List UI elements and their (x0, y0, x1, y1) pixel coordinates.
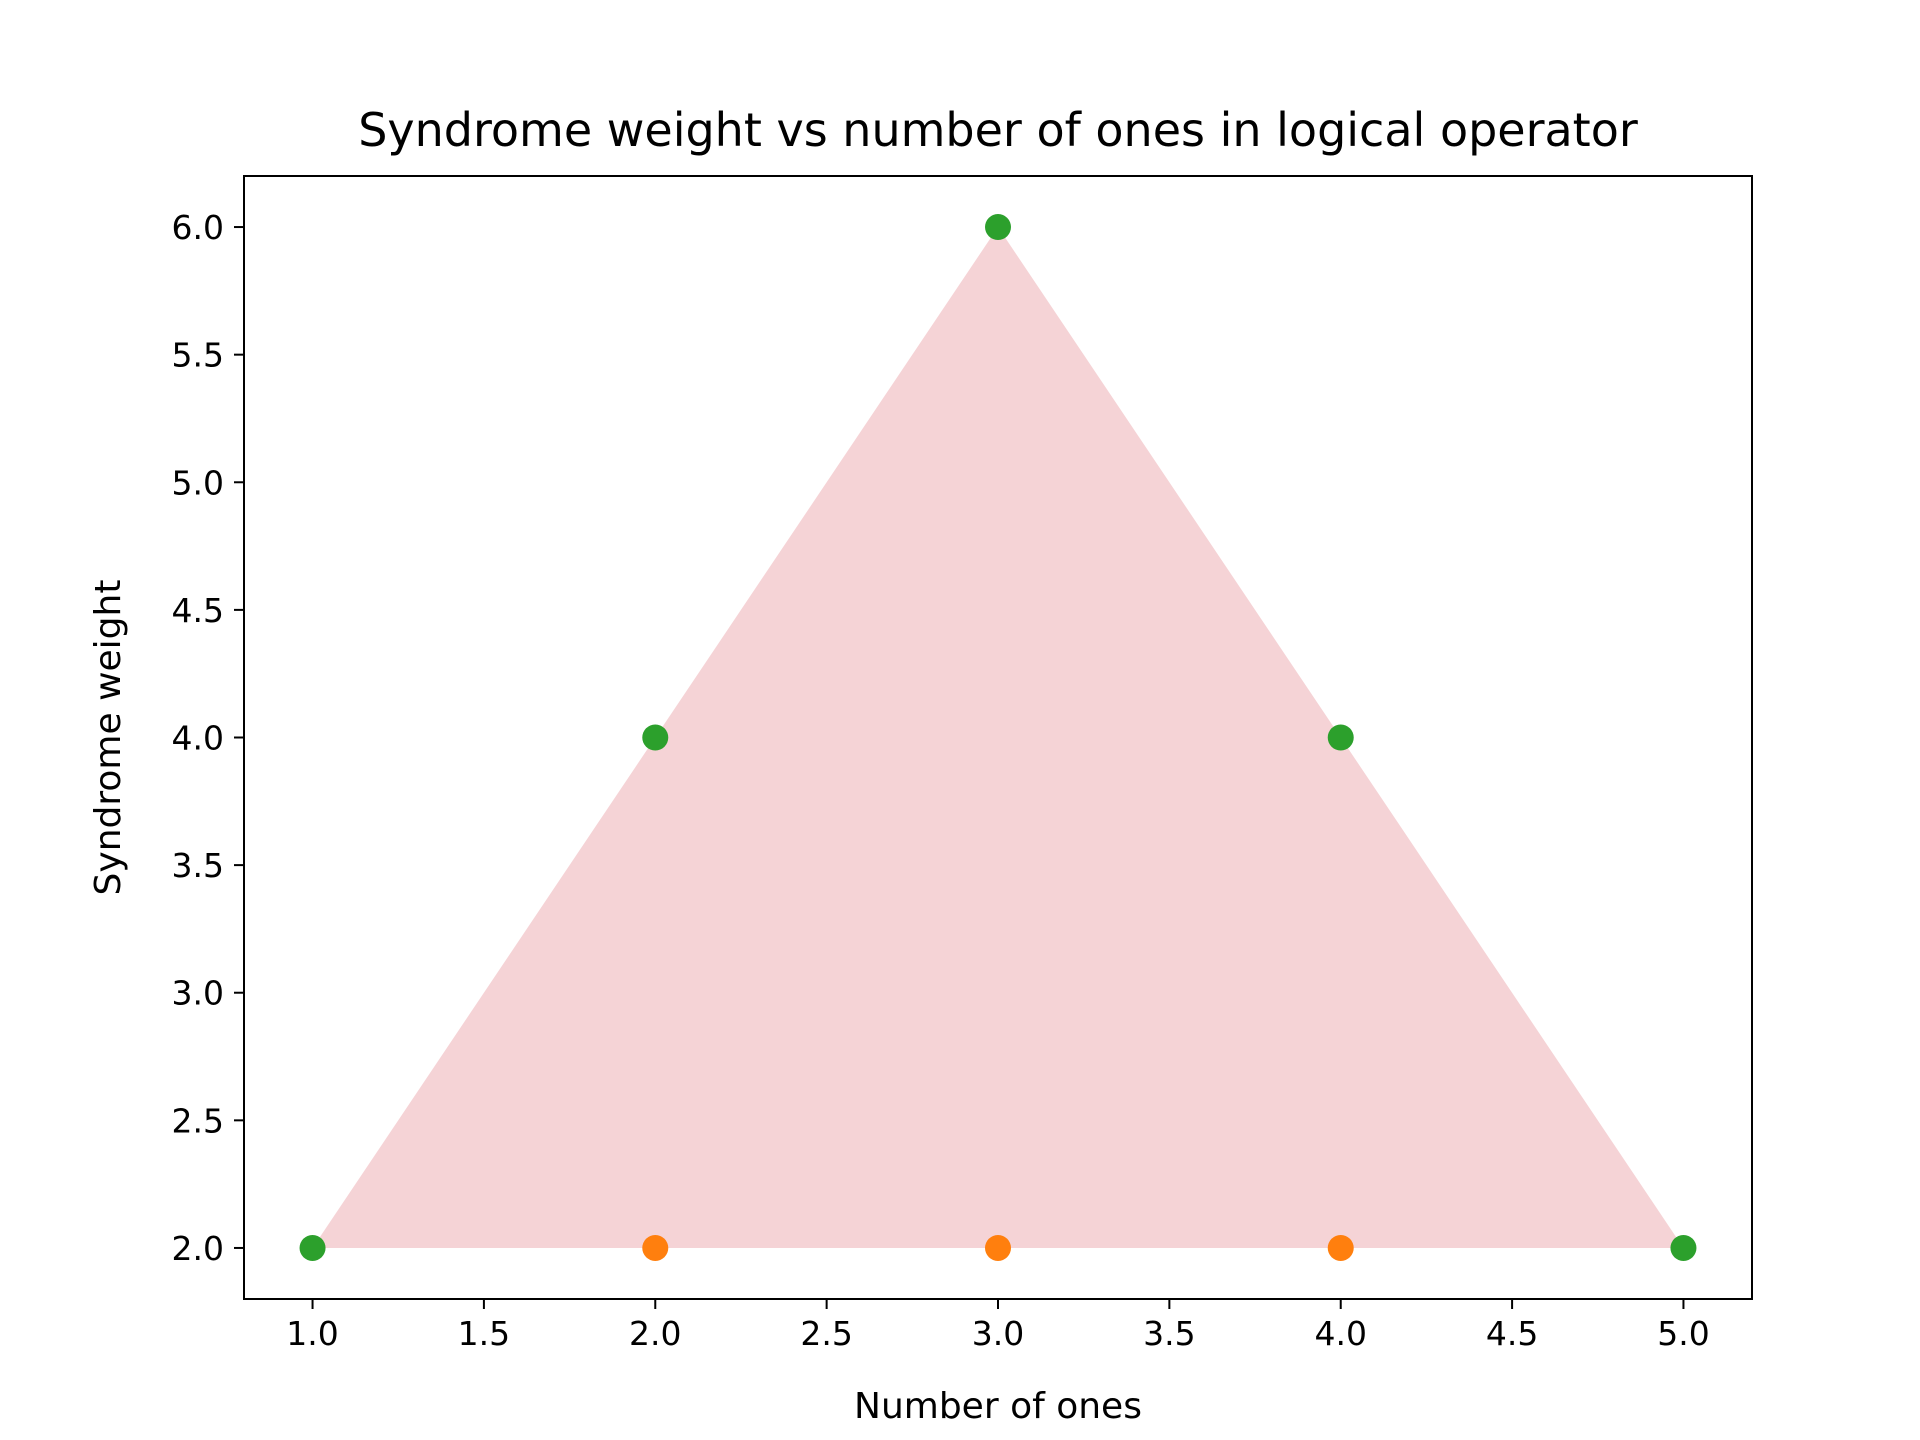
scatter-point-series-2 (1327, 724, 1354, 751)
scatter-point-series-2 (642, 724, 669, 751)
scatter-point-series-2 (1670, 1234, 1697, 1261)
scatter-point-series-1 (642, 1234, 669, 1261)
x-tick-label: 4.5 (1486, 1314, 1538, 1353)
x-tick-label: 3.5 (1143, 1314, 1195, 1353)
chart-title: Syndrome weight vs number of ones in log… (358, 103, 1638, 157)
x-axis-label: Number of ones (854, 1386, 1142, 1427)
x-tick-label: 4.0 (1314, 1314, 1366, 1353)
y-tick-label: 3.0 (172, 974, 224, 1013)
fill-region (312, 227, 1684, 1248)
y-tick-label: 2.0 (172, 1229, 224, 1268)
x-tick-label: 2.5 (800, 1314, 852, 1353)
y-axis-label: Syndrome weight (88, 580, 129, 896)
x-tick-label: 3.0 (972, 1314, 1024, 1353)
y-tick-label: 4.5 (172, 591, 224, 630)
y-tick-label: 5.5 (172, 336, 224, 375)
x-tick-label: 2.0 (629, 1314, 681, 1353)
scatter-point-series-2 (985, 214, 1011, 241)
scatter-point-series-1 (985, 1234, 1011, 1261)
plot-frame (243, 175, 1753, 1300)
scatter-point-series-2 (299, 1234, 326, 1261)
fill-region-layer (312, 227, 1684, 1248)
x-tick-label: 5.0 (1657, 1314, 1709, 1353)
ticks-layer: 1.0 1.5 2.0 2.5 3.0 3.5 4.0 4.5 5.0 2.0 2.5 3.0 3.5 4… (172, 208, 1710, 1353)
y-tick-label: 6.0 (172, 208, 224, 247)
x-tick-label: 1.0 (286, 1314, 338, 1353)
x-tick-label: 1.5 (458, 1314, 510, 1353)
y-tick-label: 5.0 (172, 463, 224, 502)
y-tick-label: 3.5 (172, 846, 224, 885)
scatter-point-series-1 (1327, 1234, 1354, 1261)
y-tick-label: 2.5 (172, 1101, 224, 1140)
points-layer (299, 214, 1697, 1261)
y-tick-label: 4.0 (172, 719, 224, 758)
